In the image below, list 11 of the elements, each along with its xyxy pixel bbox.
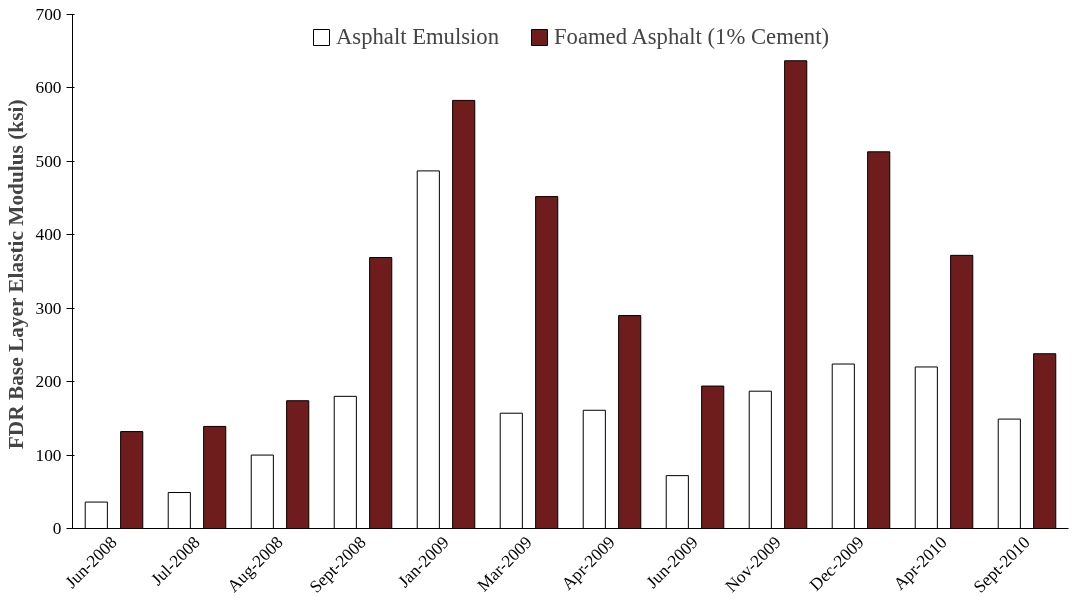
y-axis-title: FDR Base Layer Elastic Modulus (ksi) <box>3 99 28 450</box>
y-tick-label: 700 <box>35 5 62 24</box>
y-tick-label: 500 <box>35 151 62 171</box>
y-tick-label: 0 <box>52 519 62 538</box>
y-tick-label: 100 <box>35 445 62 465</box>
y-tick-label: 600 <box>35 78 62 98</box>
y-tick-label: 200 <box>35 372 62 392</box>
y-tick-label: 400 <box>35 225 62 245</box>
y-tick-label: 300 <box>35 298 62 318</box>
legend-label: Foamed Asphalt (1% Cement) <box>554 24 829 50</box>
legend-label: Asphalt Emulsion <box>336 24 500 50</box>
